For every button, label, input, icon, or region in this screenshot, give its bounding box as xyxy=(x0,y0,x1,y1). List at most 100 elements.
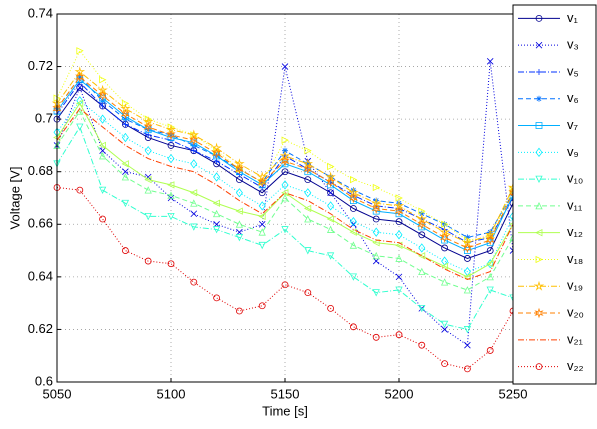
marker xyxy=(75,99,84,108)
marker xyxy=(349,241,358,249)
marker xyxy=(258,241,266,250)
marker xyxy=(349,273,358,281)
marker xyxy=(190,278,198,286)
marker xyxy=(257,176,267,188)
marker xyxy=(463,247,471,254)
marker xyxy=(213,172,221,182)
legend-label: v₁ xyxy=(567,10,579,25)
marker xyxy=(441,244,449,252)
marker xyxy=(440,262,449,270)
marker xyxy=(281,168,289,176)
legend-label: v₃ xyxy=(567,37,579,52)
marker xyxy=(395,331,403,339)
x-tick-label: 5150 xyxy=(271,386,300,401)
legend-label: v₁₉ xyxy=(567,278,583,293)
marker xyxy=(280,155,290,167)
marker xyxy=(417,252,426,260)
marker xyxy=(190,210,198,218)
marker xyxy=(144,186,152,194)
marker xyxy=(99,103,106,109)
marker xyxy=(235,207,243,215)
marker xyxy=(212,148,222,159)
marker xyxy=(463,255,471,262)
marker xyxy=(235,234,244,242)
marker xyxy=(441,326,448,333)
marker xyxy=(395,286,403,294)
marker xyxy=(441,236,449,244)
marker xyxy=(122,168,129,175)
marker xyxy=(395,254,403,262)
marker xyxy=(372,251,380,260)
marker xyxy=(281,281,289,289)
legend-label: v₂₁ xyxy=(567,331,584,346)
marker xyxy=(327,162,335,171)
marker xyxy=(99,215,106,223)
marker xyxy=(76,123,84,131)
legend-label: v₅ xyxy=(567,63,579,78)
marker xyxy=(536,68,542,75)
marker xyxy=(235,165,244,173)
marker xyxy=(535,363,543,371)
marker xyxy=(75,71,85,83)
marker xyxy=(212,199,221,207)
legend-label: v₇ xyxy=(567,117,579,132)
marker xyxy=(304,176,312,184)
y-tick-label: 0.72 xyxy=(28,58,53,73)
marker xyxy=(536,95,542,102)
marker xyxy=(417,218,427,230)
series-line xyxy=(56,76,514,249)
series xyxy=(53,99,517,281)
marker xyxy=(234,163,244,175)
marker xyxy=(395,230,403,240)
marker xyxy=(349,205,357,212)
marker xyxy=(120,108,130,120)
marker xyxy=(99,76,107,84)
series xyxy=(53,107,517,294)
marker xyxy=(304,215,312,223)
marker xyxy=(144,257,152,265)
marker xyxy=(304,188,312,198)
marker xyxy=(98,152,107,160)
marker xyxy=(535,14,543,22)
y-tick-label: 0.68 xyxy=(28,163,53,178)
series-line xyxy=(56,86,514,259)
marker xyxy=(533,280,545,291)
legend-box xyxy=(512,4,597,385)
marker xyxy=(349,323,357,331)
marker xyxy=(144,146,152,156)
marker xyxy=(463,365,471,373)
marker xyxy=(372,289,380,297)
marker xyxy=(235,188,243,198)
marker xyxy=(122,121,129,128)
y-tick-label: 0.7 xyxy=(35,111,53,126)
marker xyxy=(463,286,472,294)
marker xyxy=(167,191,175,199)
marker xyxy=(418,207,426,215)
marker xyxy=(167,181,175,189)
marker xyxy=(98,90,108,101)
series-line xyxy=(56,125,514,330)
series-line xyxy=(56,61,514,347)
marker xyxy=(440,320,449,329)
marker xyxy=(281,136,289,144)
marker xyxy=(235,220,244,228)
legend-label: v₁₈ xyxy=(567,251,583,266)
marker xyxy=(486,260,494,268)
x-tick-label: 5100 xyxy=(157,386,186,401)
legend-label: v₁₂ xyxy=(567,224,583,239)
y-tick-label: 0.62 xyxy=(28,321,53,336)
marker xyxy=(167,153,175,164)
marker xyxy=(418,243,426,253)
marker xyxy=(190,159,198,169)
marker xyxy=(303,163,313,175)
y-tick-label: 0.6 xyxy=(35,373,53,388)
marker xyxy=(395,241,403,249)
marker xyxy=(190,199,198,207)
y-tick-label: 0.74 xyxy=(28,5,53,20)
marker xyxy=(350,221,357,228)
marker xyxy=(441,220,449,228)
marker xyxy=(486,286,494,294)
marker xyxy=(418,341,426,349)
marker xyxy=(535,255,543,264)
marker xyxy=(463,273,471,281)
